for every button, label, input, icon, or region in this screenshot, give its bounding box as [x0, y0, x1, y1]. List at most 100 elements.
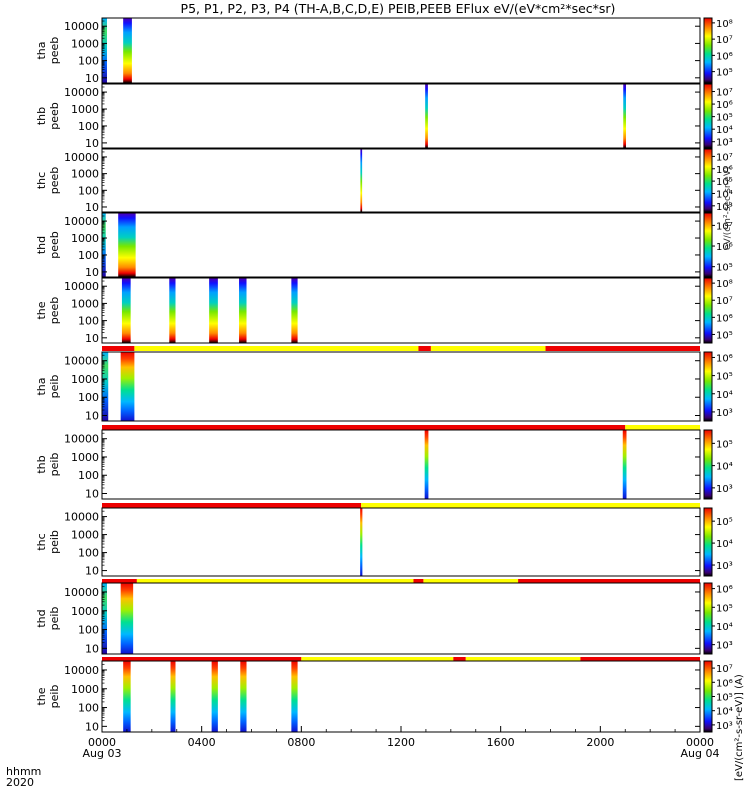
burst-mark: [118, 213, 136, 277]
y-tick-label: 10000: [64, 215, 99, 228]
probe-label: thc: [35, 533, 48, 550]
y-tick-label: 1000: [71, 683, 99, 696]
y-tick-label: 10: [85, 720, 99, 733]
colorbar: [703, 660, 713, 733]
colorbar: [703, 351, 713, 422]
y-tick-label: 1000: [71, 168, 99, 181]
plot-area: [102, 508, 700, 576]
colorbar-tick-label: 10⁶: [716, 100, 733, 111]
y-tick-label: 10000: [64, 280, 99, 293]
plot-area: [102, 583, 700, 654]
burst-mark: [209, 278, 218, 343]
status-segment-yellow: [625, 425, 700, 430]
y-tick-label: 1000: [71, 37, 99, 50]
product-label: peib: [48, 685, 61, 709]
burst-mark: [169, 278, 176, 343]
x-tick-date-label: Aug 03: [83, 747, 122, 760]
status-bar: [102, 346, 700, 351]
colorbar-tick-label: 10⁵: [716, 330, 733, 341]
burst-mark: [120, 352, 135, 421]
probe-label: thb: [35, 107, 48, 125]
burst-mark: [424, 430, 429, 499]
colorbar-tick-label: 10⁴: [716, 390, 733, 401]
colorbar: [703, 17, 713, 84]
status-segment-yellow: [465, 657, 581, 662]
panel-tha-peeb: 10 100 1000 10000 tha peeb 10⁵ 10⁶ 10⁷ 10⁸: [35, 17, 733, 85]
colorbar-tick-label: 10⁸: [716, 19, 733, 30]
plot-area: [102, 661, 700, 732]
product-label: peib: [48, 453, 61, 477]
status-segment-red: [453, 657, 466, 662]
burst-mark: [240, 661, 247, 732]
y-tick-label: 10: [85, 137, 99, 150]
colorbar: [703, 148, 713, 213]
x-tick-label: 2000: [586, 736, 614, 749]
y-tick-label: 10: [85, 332, 99, 345]
y-tick-label: 10000: [64, 151, 99, 164]
colorbar-tick-label: 10³: [716, 202, 733, 213]
colorbar-tick-label: 10⁴: [716, 189, 733, 200]
product-label: peeb: [48, 37, 61, 65]
colorbar-tick-label: 10⁵: [716, 439, 733, 450]
product-label: peeb: [48, 297, 61, 325]
x-axis-label-hhmm: hhmm: [6, 765, 41, 778]
plot-area: [102, 278, 700, 343]
colorbar-tick-label: 10⁷: [716, 221, 733, 232]
product-label: peib: [48, 530, 61, 554]
colorbar-tick-label: 10⁷: [716, 35, 733, 46]
x-tick-date-label: Aug 04: [681, 747, 720, 760]
colorbar-tick-label: 10³: [716, 561, 733, 572]
probe-label: thd: [35, 236, 48, 254]
panel-thd-peib: 10 100 1000 10000 thd peib 10³ 10⁴ 10⁵ 10⁶: [35, 582, 733, 662]
status-segment-red: [545, 346, 700, 351]
y-tick-label: 10: [85, 201, 99, 214]
probe-label: the: [35, 687, 48, 705]
plot-area: [102, 84, 700, 148]
colorbar-tick-label: 10³: [716, 721, 733, 732]
burst-mark: [102, 352, 109, 421]
colorbar-tick-label: 10⁴: [716, 622, 733, 633]
y-tick-label: 10000: [64, 664, 99, 677]
y-tick-label: 1000: [71, 297, 99, 310]
probe-label: tha: [35, 377, 48, 395]
status-segment-yellow: [136, 579, 414, 584]
burst-mark: [170, 661, 176, 732]
colorbar-tick-label: 10⁶: [716, 165, 733, 176]
y-tick-label: 100: [78, 624, 99, 637]
colorbar-tick-label: 10⁵: [716, 68, 733, 79]
burst-mark: [622, 430, 627, 499]
plot-area: [102, 430, 700, 499]
status-segment-yellow: [134, 346, 419, 351]
y-tick-label: 10: [85, 410, 99, 423]
y-tick-label: 10000: [64, 433, 99, 446]
colorbar-tick-label: 10⁵: [716, 263, 733, 274]
colorbar-tick-label: 10⁴: [716, 125, 733, 136]
status-bar: [102, 579, 700, 584]
burst-mark: [360, 508, 363, 576]
y-tick-label: 1000: [71, 605, 99, 618]
x-tick-label: 1600: [487, 736, 515, 749]
y-tick-label: 10: [85, 565, 99, 578]
x-tick-label: 1200: [387, 736, 415, 749]
status-segment-red: [413, 579, 424, 584]
burst-mark: [211, 661, 218, 732]
burst-mark: [360, 149, 363, 212]
colorbar-tick-label: 10⁵: [716, 517, 733, 528]
colorbar-tick-label: 10⁸: [716, 279, 733, 290]
panel-the-peib: 10 100 1000 10000 the peib 10³ 10⁴ 10⁵ 10⁶ 10⁷: [35, 660, 733, 733]
status-segment-red: [102, 657, 302, 662]
y-tick-label: 1000: [71, 451, 99, 464]
y-tick-label: 10: [85, 266, 99, 279]
y-tick-label: 1000: [71, 103, 99, 116]
colorbar-tick-label: 10⁵: [716, 372, 733, 383]
product-label: peeb: [48, 102, 61, 130]
y-tick-label: 1000: [71, 529, 99, 542]
colorbar-tick-label: 10⁵: [716, 177, 733, 188]
y-tick-label: 100: [78, 391, 99, 404]
burst-mark: [291, 661, 298, 732]
y-tick-label: 100: [78, 249, 99, 262]
